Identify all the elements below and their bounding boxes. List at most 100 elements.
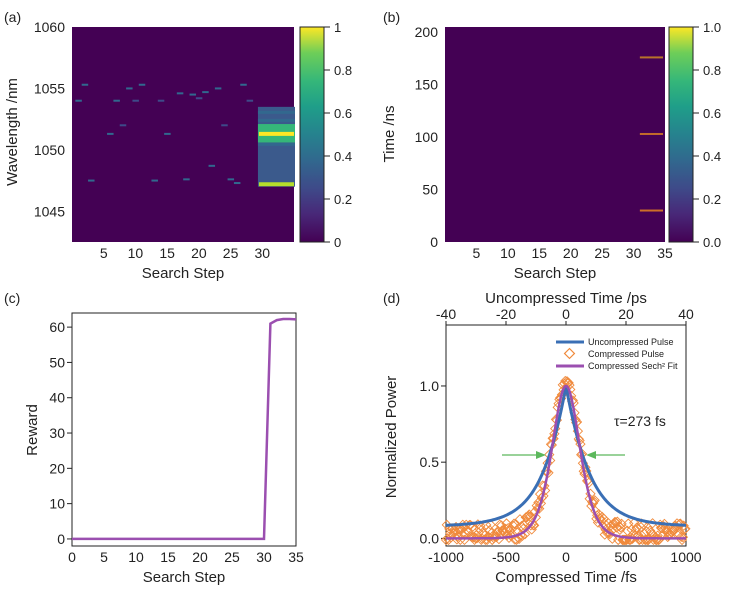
panel-b-colorbar xyxy=(668,26,694,243)
panel-b-x-ticks: 5 10 15 20 25 30 35 xyxy=(473,245,673,261)
heatmap-mark xyxy=(214,87,222,90)
panel-c-x-ticks: 0 5 10 15 20 25 30 35 xyxy=(68,549,304,565)
b-x-tick-label: 20 xyxy=(563,245,579,261)
c-y-tick-label: 50 xyxy=(49,354,65,370)
b-colorbar-tick-label: 0.4 xyxy=(703,149,721,164)
panel-d-label: (d) xyxy=(383,290,400,306)
heatmap-mark xyxy=(126,87,133,90)
c-x-tick-label: 30 xyxy=(256,549,272,565)
panel-b-colorbar-ticks: 0.0 0.2 0.4 0.6 0.8 1.0 xyxy=(693,20,721,250)
heatmap-mark xyxy=(81,83,89,86)
compressed-marker xyxy=(518,520,530,531)
b-x-tick-label: 30 xyxy=(626,245,642,261)
b-y-tick-label: 100 xyxy=(415,129,439,145)
b-colorbar-tick-label: 1.0 xyxy=(703,20,721,35)
panel-d-x-ticks-top: -40 -20 0 20 40 xyxy=(436,306,694,325)
b-colorbar-tick-label: 0.2 xyxy=(703,192,721,207)
d-y-tick-label: 1.0 xyxy=(420,378,440,394)
panel-a-label: (a) xyxy=(4,9,21,25)
d-xtop-tick-label: -40 xyxy=(436,306,456,322)
b-x-tick-label: 35 xyxy=(657,245,673,261)
heatmap-band-peak xyxy=(258,131,294,136)
a-colorbar-tick-label: 0 xyxy=(334,235,341,250)
d-xtop-tick-label: -20 xyxy=(496,306,516,322)
panel-d-y-ticks: 0.0 0.5 1.0 xyxy=(420,378,446,546)
panel-d-legend: Uncompressed Pulse Compressed Pulse Comp… xyxy=(556,337,678,371)
c-x-tick-label: 25 xyxy=(224,549,240,565)
heatmap-mark xyxy=(639,56,663,59)
legend-compressed-label: Compressed Pulse xyxy=(588,349,664,359)
d-xtop-tick-label: 0 xyxy=(562,306,570,322)
panel-d-ylabel: Normalized Power xyxy=(383,376,400,499)
c-y-tick-label: 30 xyxy=(49,425,65,441)
c-x-tick-label: 0 xyxy=(68,549,76,565)
panel-d-xlabel: Compressed Time /fs xyxy=(495,569,637,586)
a-x-tick-label: 20 xyxy=(191,245,207,261)
b-x-tick-label: 15 xyxy=(531,245,547,261)
c-y-tick-label: 40 xyxy=(49,390,65,406)
heatmap-mark xyxy=(157,99,165,102)
a-y-tick-label: 1060 xyxy=(34,19,65,35)
compressed-marker xyxy=(508,518,520,529)
a-colorbar-tick-label: 0.2 xyxy=(334,192,352,207)
b-colorbar-tick-label: 0.6 xyxy=(703,106,721,121)
panel-b-ylabel: Time /ns xyxy=(381,106,398,163)
heatmap-band-stripe xyxy=(257,142,295,146)
heatmap-mark xyxy=(113,99,120,102)
panel-d-sech2-fit-line xyxy=(446,384,686,540)
heatmap-mark xyxy=(246,99,254,102)
compressed-marker xyxy=(668,525,679,537)
a-colorbar-tick-label: 1 xyxy=(334,20,341,35)
b-colorbar-tick-label: 0.8 xyxy=(703,63,721,78)
a-colorbar-tick-label: 0.6 xyxy=(334,106,352,121)
a-colorbar-tick-label: 0.4 xyxy=(334,149,352,164)
heatmap-mark xyxy=(75,99,82,102)
b-y-tick-label: 200 xyxy=(415,24,439,40)
d-y-tick-label: 0.5 xyxy=(420,454,440,470)
panel-b-label: (b) xyxy=(383,9,400,25)
c-x-tick-label: 15 xyxy=(160,549,176,565)
b-colorbar-tick-label: 0.0 xyxy=(703,235,721,250)
legend-compressed-swatch xyxy=(563,347,576,360)
b-x-tick-label: 10 xyxy=(500,245,516,261)
heatmap-mark xyxy=(176,92,184,95)
heatmap-mark xyxy=(107,132,114,135)
heatmap-mark xyxy=(88,179,95,182)
panel-a-x-ticks: 5 10 15 20 25 30 xyxy=(100,245,270,261)
panel-a-y-ticks: 1045 1050 1055 1060 xyxy=(34,19,65,219)
heatmap-mark xyxy=(195,97,203,100)
a-x-tick-label: 15 xyxy=(159,245,175,261)
compressed-marker xyxy=(616,518,627,530)
d-xtop-tick-label: 40 xyxy=(678,306,694,322)
c-x-tick-label: 5 xyxy=(100,549,108,565)
d-xtop-tick-label: 20 xyxy=(618,306,634,322)
compressed-marker xyxy=(454,524,465,535)
compressed-marker xyxy=(578,466,589,477)
b-x-tick-label: 5 xyxy=(473,245,481,261)
arrow-left-head xyxy=(536,451,546,459)
c-x-tick-label: 35 xyxy=(288,549,304,565)
c-y-tick-label: 10 xyxy=(49,496,65,512)
heatmap-band xyxy=(257,106,295,187)
b-y-tick-label: 0 xyxy=(430,234,438,250)
panel-d-annotation: τ=273 fs xyxy=(614,413,666,429)
panel-c-label: (c) xyxy=(4,290,20,306)
panel-c: (c) 0 5 10 15 20 25 30 35 0 10 20 30 40 50 60 Search … xyxy=(4,290,304,586)
c-x-tick-label: 10 xyxy=(128,549,144,565)
panel-d-fwhm-arrows xyxy=(502,451,625,459)
c-x-tick-label: 20 xyxy=(192,549,208,565)
d-x-tick-label: -1000 xyxy=(428,549,464,565)
d-x-tick-label: -500 xyxy=(492,549,520,565)
b-y-tick-label: 50 xyxy=(422,182,438,198)
panel-c-plot-area xyxy=(71,312,297,547)
heatmap-mark xyxy=(202,91,209,94)
panel-b-xlabel: Search Step xyxy=(514,265,597,282)
panel-a-heatmap-marks xyxy=(75,83,295,187)
d-y-tick-label: 0.0 xyxy=(420,530,440,546)
panel-b-heatmap-marks xyxy=(639,56,663,212)
heatmap-mark xyxy=(138,83,146,86)
panel-c-xlabel: Search Step xyxy=(143,569,226,586)
compressed-marker xyxy=(508,520,519,531)
